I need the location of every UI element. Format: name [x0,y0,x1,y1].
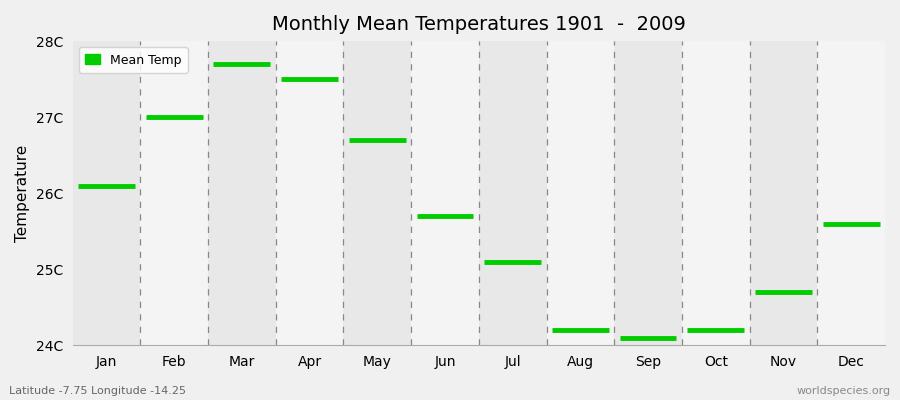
Bar [750,41,817,345]
Bar [208,41,275,345]
Y-axis label: Temperature: Temperature [15,144,30,242]
Bar [140,41,208,345]
Bar [479,41,546,345]
Title: Monthly Mean Temperatures 1901  -  2009: Monthly Mean Temperatures 1901 - 2009 [272,15,686,34]
Bar [275,41,344,345]
Bar [614,41,682,345]
Text: worldspecies.org: worldspecies.org [796,386,891,396]
Bar [682,41,750,345]
Bar [73,41,140,345]
Bar [817,41,885,345]
Bar [546,41,614,345]
Bar [411,41,479,345]
Text: Latitude -7.75 Longitude -14.25: Latitude -7.75 Longitude -14.25 [9,386,186,396]
Legend: Mean Temp: Mean Temp [79,47,188,73]
Bar [344,41,411,345]
